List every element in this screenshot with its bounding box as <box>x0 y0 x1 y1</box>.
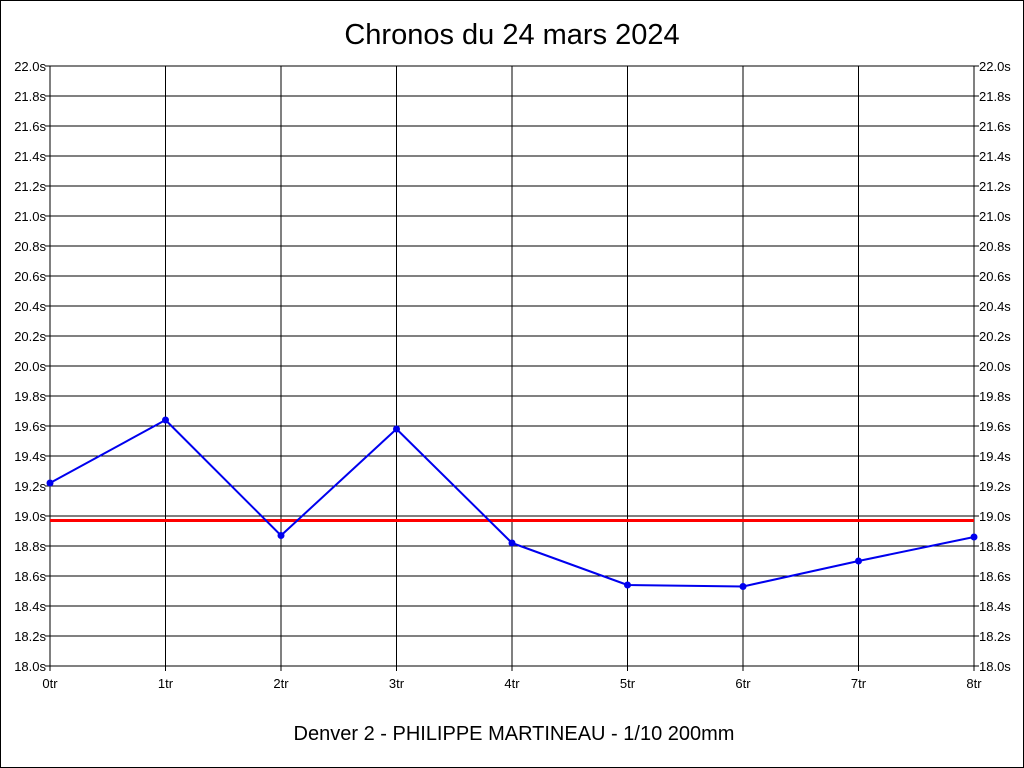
x-tick-label: 2tr <box>273 676 289 691</box>
y-tick-label-right: 21.6s <box>979 119 1011 134</box>
x-tick-label: 5tr <box>620 676 636 691</box>
x-tick-label: 0tr <box>42 676 58 691</box>
y-tick-label-right: 21.8s <box>979 89 1011 104</box>
y-tick-label-left: 21.2s <box>14 179 46 194</box>
chart-title: Chronos du 24 mars 2024 <box>344 19 679 51</box>
y-tick-label-left: 18.0s <box>14 659 46 674</box>
x-tick-label: 7tr <box>851 676 867 691</box>
y-tick-label-right: 22.0s <box>979 59 1011 74</box>
y-tick-label-left: 18.4s <box>14 599 46 614</box>
y-tick-label-left: 20.2s <box>14 329 46 344</box>
y-tick-label-right: 18.8s <box>979 539 1011 554</box>
y-tick-label-left: 19.6s <box>14 419 46 434</box>
y-tick-label-left: 19.8s <box>14 389 46 404</box>
y-tick-label-left: 19.4s <box>14 449 46 464</box>
y-tick-label-left: 22.0s <box>14 59 46 74</box>
y-tick-label-left: 20.4s <box>14 299 46 314</box>
y-tick-label-right: 18.6s <box>979 569 1011 584</box>
y-tick-label-left: 18.2s <box>14 629 46 644</box>
y-tick-label-left: 21.4s <box>14 149 46 164</box>
y-tick-label-right: 19.0s <box>979 509 1011 524</box>
x-tick-label: 3tr <box>389 676 405 691</box>
data-point <box>46 479 54 487</box>
series-group <box>46 416 978 590</box>
y-tick-label-right: 20.6s <box>979 269 1011 284</box>
y-tick-label-right: 21.4s <box>979 149 1011 164</box>
data-point <box>277 532 285 539</box>
y-tick-label-left: 18.8s <box>14 539 46 554</box>
y-tick-label-left: 20.8s <box>14 239 46 254</box>
data-point <box>739 583 747 590</box>
y-tick-label-right: 20.4s <box>979 299 1011 314</box>
y-tick-label-right: 20.2s <box>979 329 1011 344</box>
y-tick-label-right: 21.0s <box>979 209 1011 224</box>
y-tick-label-left: 18.6s <box>14 569 46 584</box>
x-tick-label: 6tr <box>735 676 751 691</box>
chart-subtitle: Denver 2 - PHILIPPE MARTINEAU - 1/10 200… <box>294 723 735 745</box>
y-tick-label-left: 21.8s <box>14 89 46 104</box>
y-tick-label-right: 19.4s <box>979 449 1011 464</box>
y-tick-label-right: 21.2s <box>979 179 1011 194</box>
data-point <box>624 581 631 589</box>
grid <box>49 65 975 667</box>
y-tick-label-right: 20.8s <box>979 239 1011 254</box>
data-point <box>855 557 862 565</box>
y-tick-label-left: 21.0s <box>14 209 46 224</box>
y-tick-label-right: 20.0s <box>979 359 1011 374</box>
axis-ticks: 18.0s 18.0s 18.2s 18.2s 18.4s 18.4s 18.6s 18.6s… <box>14 59 1011 691</box>
y-tick-label-right: 19.2s <box>979 479 1011 494</box>
data-point <box>970 533 978 541</box>
y-tick-label-right: 18.2s <box>979 629 1011 644</box>
y-tick-label-right: 18.4s <box>979 599 1011 614</box>
x-tick-label: 8tr <box>966 676 982 691</box>
x-tick-label: 1tr <box>158 676 174 691</box>
data-point <box>162 416 169 424</box>
y-tick-label-left: 19.2s <box>14 479 46 494</box>
y-tick-label-left: 20.0s <box>14 359 46 374</box>
x-tick-label: 4tr <box>504 676 520 691</box>
data-point <box>393 425 400 433</box>
y-tick-label-right: 19.8s <box>979 389 1011 404</box>
y-tick-label-right: 19.6s <box>979 419 1011 434</box>
y-tick-label-left: 20.6s <box>14 269 46 284</box>
y-tick-label-left: 19.0s <box>14 509 46 524</box>
y-tick-label-right: 18.0s <box>979 659 1011 674</box>
data-point <box>508 539 516 547</box>
y-tick-label-left: 21.6s <box>14 119 46 134</box>
